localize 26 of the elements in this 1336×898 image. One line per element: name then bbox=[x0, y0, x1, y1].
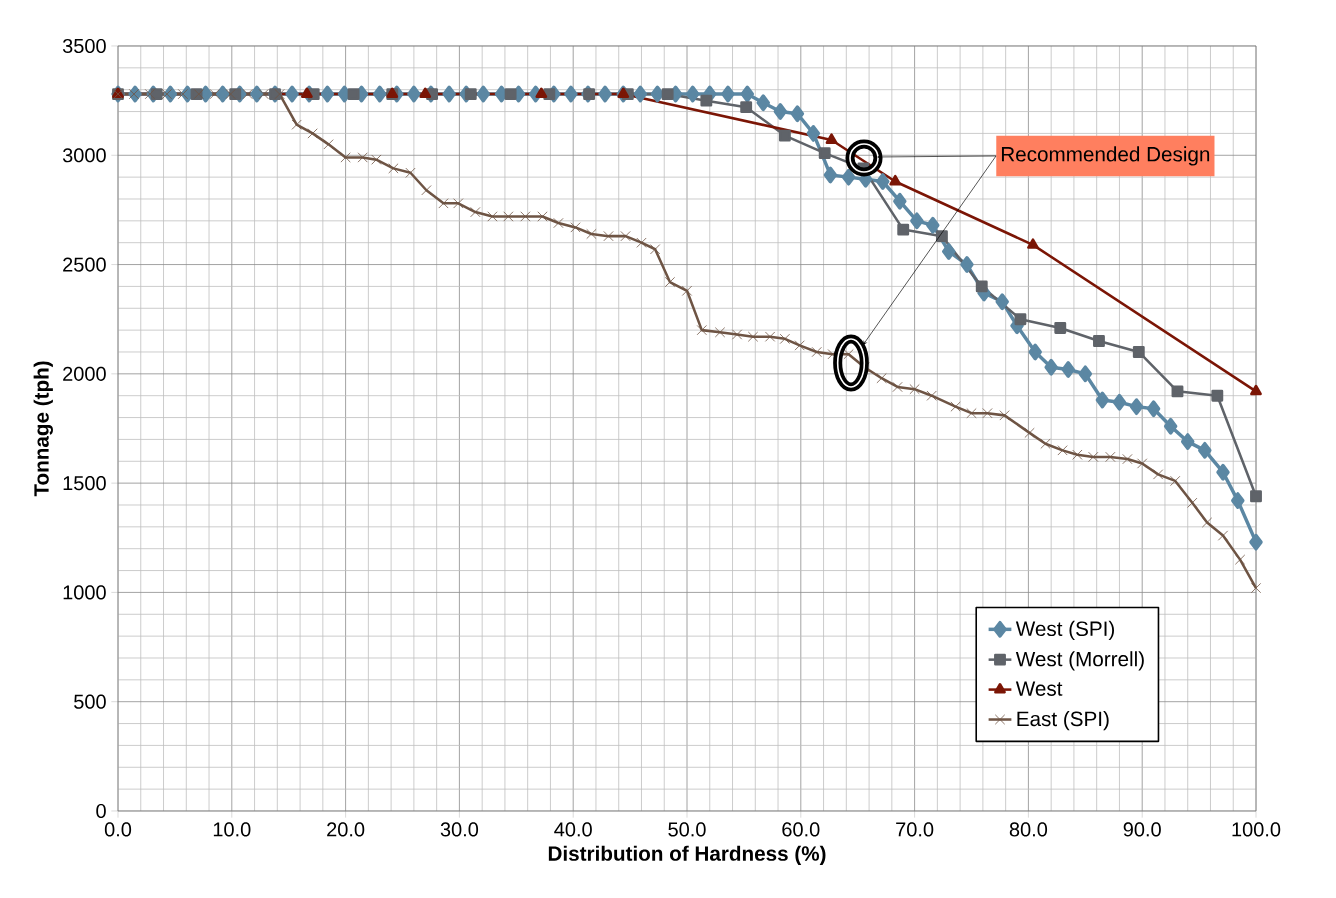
y-tick-label: 0 bbox=[96, 803, 106, 819]
legend-label: West bbox=[1015, 681, 1063, 696]
y-tick-label: 1500 bbox=[63, 476, 106, 491]
y-axis-title: Tonnage (tph) bbox=[33, 361, 53, 497]
legend-label: West (Morrell) bbox=[1015, 651, 1144, 671]
x-tick-label: 0.0 bbox=[104, 822, 132, 837]
legend-label: East (SPI) bbox=[1017, 711, 1109, 731]
x-tick-label: 40.0 bbox=[554, 822, 592, 837]
y-tick-label: 2500 bbox=[63, 257, 106, 272]
x-tick-label: 60.0 bbox=[782, 822, 820, 837]
x-tick-label: 10.0 bbox=[213, 822, 251, 837]
y-tick-label: 1000 bbox=[63, 585, 106, 600]
legend-label: West (SPI) bbox=[1015, 620, 1115, 641]
x-tick-label: 100.0 bbox=[1232, 822, 1281, 837]
x-tick-label: 30.0 bbox=[440, 822, 479, 837]
x-tick-label: 20.0 bbox=[327, 822, 365, 837]
x-tick-label: 80.0 bbox=[1009, 822, 1048, 837]
x-tick-label: 90.0 bbox=[1123, 822, 1161, 837]
y-tick-label: 3000 bbox=[62, 148, 106, 163]
y-tick-label: 2000 bbox=[63, 366, 106, 381]
x-axis-title: Distribution of Hardness (%) bbox=[548, 845, 826, 865]
y-tick-label: 500 bbox=[74, 694, 106, 709]
annotation: Recommended Design bbox=[1001, 146, 1210, 166]
x-tick-label: 70.0 bbox=[896, 822, 934, 837]
y-tick-label: 3500 bbox=[62, 38, 106, 54]
x-tick-label: 50.0 bbox=[668, 822, 706, 837]
